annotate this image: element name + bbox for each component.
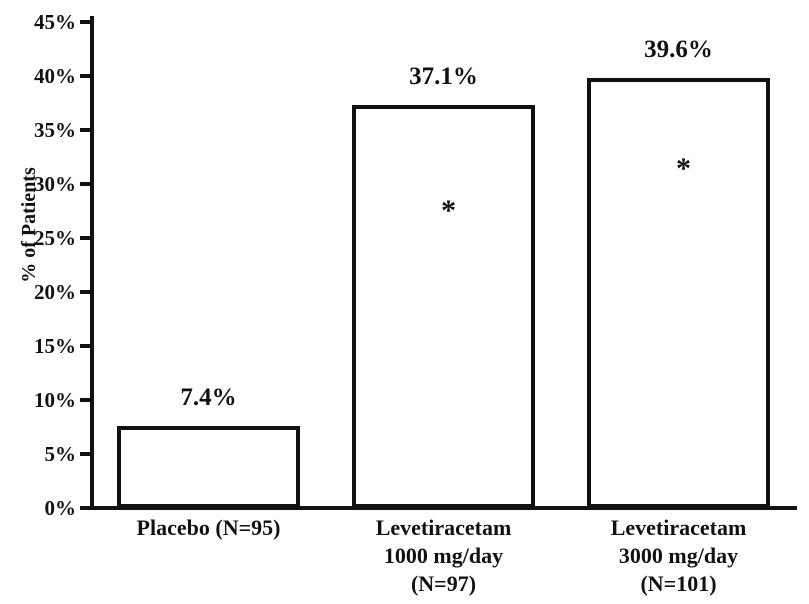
y-axis-tick xyxy=(80,128,91,132)
significance-asterisk: * xyxy=(676,151,691,185)
y-tick-label: 20% xyxy=(34,280,76,304)
x-axis-label-line: 1000 mg/day xyxy=(383,543,504,568)
y-axis-tick xyxy=(80,20,91,24)
significance-asterisk: * xyxy=(441,193,456,227)
y-tick-label: 25% xyxy=(34,226,76,250)
y-axis xyxy=(90,16,94,510)
bar xyxy=(117,426,300,508)
bar xyxy=(352,105,535,508)
y-axis-tick xyxy=(80,236,91,240)
y-tick-label: 35% xyxy=(34,118,76,142)
y-tick-label: 10% xyxy=(34,388,76,412)
y-axis-tick xyxy=(80,290,91,294)
bar-value-label: 7.4% xyxy=(180,384,237,412)
y-tick-label: 0% xyxy=(44,496,77,520)
y-tick-label: 40% xyxy=(34,64,76,88)
x-axis-label-line: (N=97) xyxy=(410,571,477,596)
y-tick-label: 30% xyxy=(34,172,76,196)
x-axis-label: Placebo (N=95) xyxy=(94,514,324,542)
x-axis-label-line: 3000 mg/day xyxy=(618,543,739,568)
bar-value-label: 37.1% xyxy=(409,63,478,91)
x-axis xyxy=(88,506,797,510)
y-axis-tick xyxy=(80,182,91,186)
x-axis-label-line: Levetiracetam xyxy=(375,515,512,540)
x-axis-label: Levetiracetam 3000 mg/day (N=101) xyxy=(564,514,794,598)
y-tick-label: 5% xyxy=(44,442,77,466)
y-axis-tick xyxy=(80,398,91,402)
y-tick-label: 15% xyxy=(34,334,76,358)
y-axis-tick xyxy=(80,506,91,510)
x-axis-label-line: (N=101) xyxy=(640,571,717,596)
y-tick-label: 45% xyxy=(34,10,76,34)
x-axis-label-line: Levetiracetam xyxy=(610,515,747,540)
x-axis-label-line: Placebo (N=95) xyxy=(136,515,281,540)
bar-value-label: 39.6% xyxy=(644,36,713,64)
x-axis-label: Levetiracetam 1000 mg/day (N=97) xyxy=(329,514,559,598)
y-axis-tick xyxy=(80,344,91,348)
y-axis-tick xyxy=(80,74,91,78)
bar xyxy=(587,78,770,508)
y-axis-tick xyxy=(80,452,91,456)
